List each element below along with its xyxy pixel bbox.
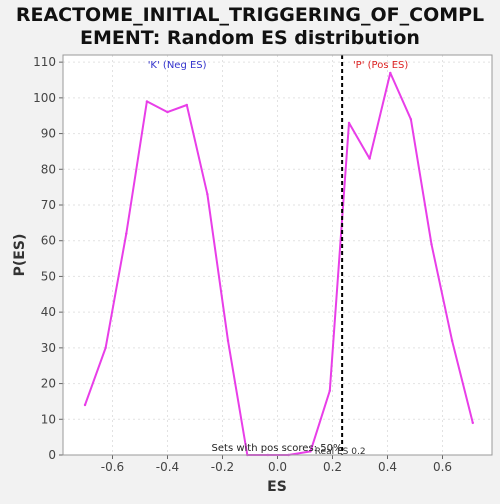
real-es-label: Real ES 0.2 [315, 447, 366, 457]
data-point [328, 389, 331, 392]
data-point [471, 421, 474, 425]
x-tick-label: 0.2 [323, 460, 342, 474]
grid-lines [63, 55, 492, 456]
annotations: Real ES 0.2 'K' (Neg ES) 'P' (Pos ES) Sets … [62, 54, 493, 457]
axes: 0 10 20 30 40 50 60 70 80 90 100 110 -0.6 -0.4 -0.2 0.0… [33, 55, 452, 474]
y-tick-label: 90 [41, 127, 56, 141]
x-tick-label: 0.6 [433, 460, 452, 474]
y-tick-label: 40 [41, 305, 56, 319]
data-point [389, 71, 392, 75]
data-point [83, 403, 87, 407]
y-tick-label: 50 [41, 269, 56, 283]
x-tick-label: 0.4 [378, 460, 397, 474]
neg-es-label: 'K' (Neg ES) [148, 60, 207, 71]
x-tick-label: 0.0 [268, 460, 287, 474]
x-tick-label: -0.6 [101, 460, 124, 474]
data-point [206, 193, 209, 196]
data-point [104, 346, 107, 350]
x-axis-label: ES [267, 479, 287, 495]
chart-title-line-2: EMENT: Random ES distribution [80, 27, 420, 49]
data-point [309, 450, 312, 453]
y-tick-label: 80 [41, 162, 56, 176]
y-tick-label: 0 [48, 448, 56, 462]
y-tick-label: 60 [41, 234, 56, 248]
plot-border [62, 54, 493, 456]
y-tick-label: 10 [41, 412, 56, 426]
y-tick-label: 100 [33, 91, 56, 105]
y-tick-label: 110 [33, 55, 56, 69]
pos-es-label: 'P' (Pos ES) [353, 60, 408, 71]
y-tick-label: 30 [41, 341, 56, 355]
data-point [430, 243, 433, 246]
data-point [347, 121, 351, 125]
data-point [166, 110, 169, 114]
y-tick-label: 70 [41, 198, 56, 212]
chart-title-line-1: REACTOME_INITIAL_TRIGGERING_OF_COMPL [16, 4, 484, 26]
data-point [226, 339, 230, 342]
x-tick-label: -0.2 [211, 460, 234, 474]
data-point [450, 339, 454, 342]
data-point [409, 118, 413, 121]
data-point [145, 100, 149, 103]
y-axis-label: P(ES) [12, 234, 28, 277]
data-point [185, 103, 188, 107]
data-point [368, 157, 371, 160]
y-tick-label: 20 [41, 377, 56, 391]
x-tick-label: -0.4 [156, 460, 179, 474]
pos-scores-note: Sets with pos scores: 50% [212, 443, 343, 454]
data-point [125, 232, 128, 235]
